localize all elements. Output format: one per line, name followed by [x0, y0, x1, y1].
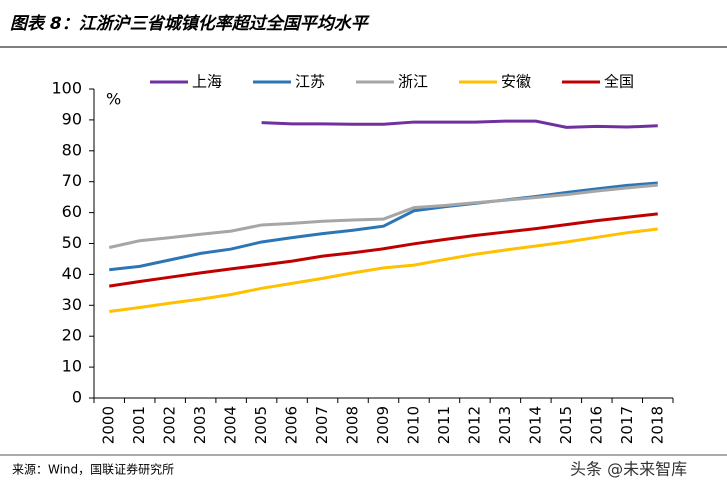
series-line [109, 227, 658, 313]
x-tick-label: 2002 [161, 406, 179, 444]
x-tick-label: 2017 [618, 406, 636, 444]
x-tick-label: 2007 [313, 406, 331, 444]
y-tick-label: 70 [62, 171, 82, 190]
y-tick-label: 20 [62, 326, 82, 345]
watermark: 头条 @未来智库 [570, 460, 687, 479]
y-tick-label: 90 [62, 109, 82, 128]
x-tick-label: 2009 [374, 406, 392, 444]
x-tick-label: 2008 [344, 406, 362, 444]
x-tick-label: 2014 [526, 406, 544, 444]
x-tick-label: 2005 [252, 406, 270, 444]
chart-title: 图表 8：江浙沪三省城镇化率超过全国平均水平 [10, 14, 370, 34]
legend-label: 安徽 [501, 73, 531, 91]
y-tick-label: 10 [62, 357, 82, 376]
y-tick-label: 100 [51, 79, 82, 98]
series-line [109, 212, 658, 288]
legend-label: 上海 [192, 73, 222, 91]
source: 来源：Wind，国联证券研究所 [12, 462, 174, 477]
y-tick-label: 80 [62, 140, 82, 159]
x-tick-label: 2011 [435, 406, 453, 444]
series-line [108, 183, 658, 249]
y-tick-label: 60 [62, 202, 82, 221]
legend-label: 浙江 [398, 73, 428, 91]
x-tick-label: 2010 [404, 406, 422, 444]
series-line [109, 181, 658, 272]
legend-label: 江苏 [295, 73, 325, 91]
y-tick-label: 0 [72, 388, 82, 407]
x-tick-label: 2018 [648, 406, 666, 444]
y-unit: % [106, 90, 121, 109]
x-tick-label: 2003 [191, 406, 209, 444]
legend-label: 全国 [604, 73, 634, 91]
x-tick-label: 2004 [222, 406, 240, 444]
y-tick-label: 40 [62, 264, 82, 283]
y-tick-label: 50 [62, 233, 82, 252]
y-tick-label: 30 [62, 295, 82, 314]
x-tick-label: 2013 [496, 406, 514, 444]
x-tick-label: 2006 [283, 406, 301, 444]
x-tick-label: 2012 [465, 406, 483, 444]
series-line [261, 119, 658, 129]
x-tick-label: 2001 [130, 406, 148, 444]
x-tick-label: 2000 [100, 406, 118, 444]
x-tick-label: 2015 [557, 406, 575, 444]
x-tick-label: 2016 [587, 406, 605, 444]
